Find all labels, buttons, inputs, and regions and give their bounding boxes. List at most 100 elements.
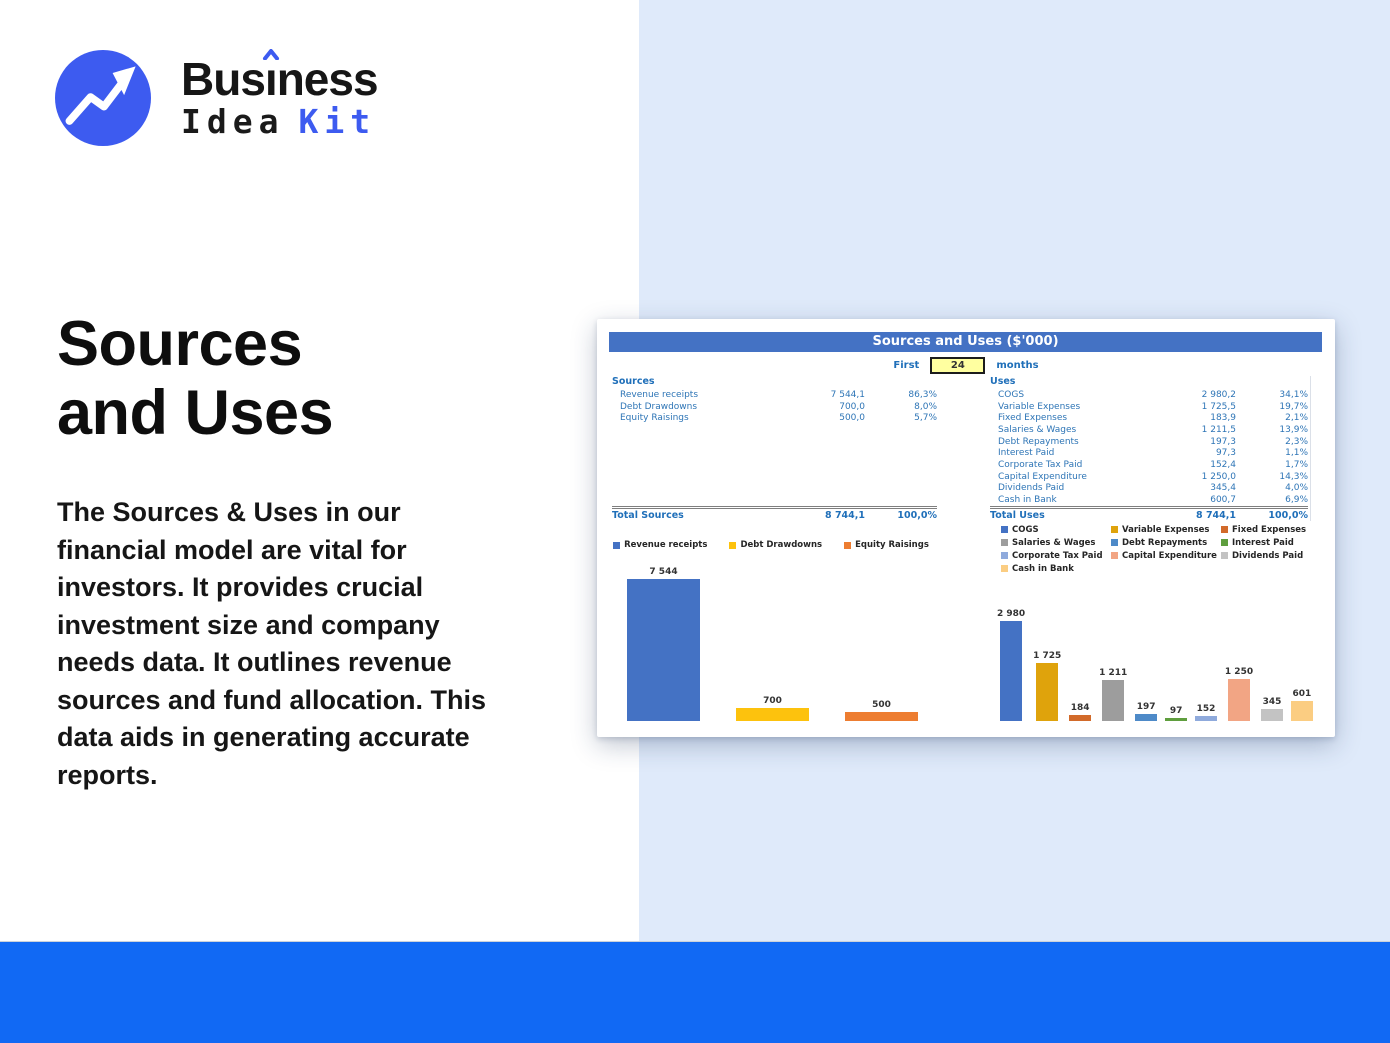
uses-heading: Uses: [990, 376, 1016, 387]
brand-name: Busı ness Idea Kit: [181, 48, 379, 141]
bar-slot: 1 725: [1033, 651, 1061, 721]
legend-label: Interest Paid: [1232, 537, 1294, 548]
bar: [1228, 679, 1250, 721]
cell-pct: 6,9%: [1285, 495, 1308, 506]
sources-table: Sources Revenue receipts 7 544,1 86,3% Debt…: [612, 376, 937, 521]
cell-pct: 4,0%: [1285, 483, 1308, 494]
total-amount: 8 744,1: [825, 509, 865, 521]
bar-value-label: 601: [1292, 689, 1312, 699]
cell-label: Debt Drawdowns: [620, 401, 698, 412]
cell-amount: 7 544,1: [830, 389, 865, 400]
sources-heading: Sources: [612, 376, 655, 387]
cell-pct: 2,1%: [1285, 413, 1308, 424]
total-amount: 8 744,1: [1196, 509, 1236, 521]
bar-value-label: 1 725: [1033, 651, 1062, 661]
legend-label: Debt Drawdowns: [740, 540, 823, 550]
bar: [1165, 718, 1188, 721]
brand-word-kit: Kit: [298, 101, 377, 141]
legend-swatch-icon: [1221, 552, 1228, 559]
table-row: Capital Expenditure 1 250,0 14,3%: [990, 471, 1308, 483]
bottom-accent-bar: [0, 941, 1390, 1043]
cell-pct: 1,1%: [1285, 448, 1308, 459]
cell-pct: 2,3%: [1285, 436, 1308, 447]
legend-item: Capital Expenditure: [1111, 549, 1221, 562]
legend-item: Salaries & Wages: [1001, 536, 1111, 549]
cell-pct: 8,0%: [914, 401, 937, 412]
cell-label: Revenue receipts: [620, 389, 699, 400]
legend-swatch-icon: [1221, 539, 1228, 546]
cell-amount: 700,0: [839, 401, 865, 412]
legend-item: Fixed Expenses: [1221, 523, 1325, 536]
total-uses-row: Total Uses 8 744,1 100,0%: [990, 506, 1308, 521]
spreadsheet-screenshot-card: Sources and Uses ($'000) First 24 months…: [597, 319, 1335, 737]
uses-chart-legend: COGS Variable Expenses Fixed Expenses Salar…: [1001, 523, 1325, 575]
bar-slot: 700: [736, 696, 809, 721]
bar-slot: 601: [1290, 689, 1313, 721]
bar-slot: 152: [1195, 704, 1217, 721]
cell-label: Cash in Bank: [998, 495, 1057, 506]
legend-label: Cash in Bank: [1012, 563, 1074, 574]
legend-swatch-icon: [1111, 552, 1118, 559]
table-row: Debt Drawdowns 700,0 8,0%: [612, 401, 937, 413]
logo: Busı ness Idea Kit: [55, 48, 379, 146]
legend-label: Salaries & Wages: [1012, 537, 1096, 548]
table-row: COGS 2 980,2 34,1%: [990, 389, 1308, 401]
sources-chart-plot: 7 544 700 500: [609, 553, 933, 721]
table-row: Fixed Expenses 183,9 2,1%: [990, 412, 1308, 424]
legend-item: Corporate Tax Paid: [1001, 549, 1111, 562]
total-pct: 100,0%: [897, 509, 937, 521]
sources-rows: Revenue receipts 7 544,1 86,3% Debt Drawdow…: [612, 389, 937, 506]
cell-pct: 13,9%: [1279, 424, 1308, 435]
legend-item: COGS: [1001, 523, 1111, 536]
legend-swatch-icon: [1001, 526, 1008, 533]
brand-line2: Idea Kit: [181, 101, 378, 141]
brand-word-idea: Idea: [181, 101, 285, 141]
cell-label: Interest Paid: [998, 448, 1055, 459]
bar: [1195, 716, 1217, 721]
bar-slot: 184: [1069, 703, 1092, 721]
legend-item: Debt Repayments: [1111, 536, 1221, 549]
bar: [1290, 701, 1313, 721]
bar-slot: 500: [845, 700, 918, 721]
cell-pct: 5,7%: [914, 413, 937, 424]
cell-label: Dividends Paid: [998, 483, 1065, 494]
cell-pct: 86,3%: [908, 389, 937, 400]
bar: [627, 579, 700, 721]
brand-line1: Busı ness: [181, 48, 379, 105]
legend-label: Corporate Tax Paid: [1012, 550, 1103, 561]
legend-swatch-icon: [729, 541, 737, 549]
bar: [736, 708, 809, 721]
legend-swatch-icon: [1221, 526, 1228, 533]
bar: [1069, 715, 1092, 721]
legend-item: Debt Drawdowns: [729, 539, 822, 552]
title-line1: Sources: [57, 309, 303, 379]
cell-label: Equity Raisings: [620, 413, 689, 424]
trending-up-chart-icon: [55, 50, 151, 146]
cell-amount: 197,3: [1210, 436, 1236, 447]
bar-slot: 1 250: [1225, 667, 1253, 721]
legend-label: Fixed Expenses: [1232, 524, 1307, 535]
bar-slot: 345: [1261, 697, 1283, 721]
legend-item: Equity Raisings: [844, 539, 929, 552]
cell-amount: 345,4: [1210, 483, 1236, 494]
cell-amount: 2 980,2: [1201, 389, 1236, 400]
legend-swatch-icon: [1001, 565, 1008, 572]
cell-label: Variable Expenses: [998, 401, 1081, 412]
table-row: Revenue receipts 7 544,1 86,3%: [612, 389, 937, 401]
bar-value-label: 7 544: [649, 567, 678, 577]
uses-table: Uses COGS 2 980,2 34,1% Variable Expenses 1 …: [990, 376, 1311, 521]
cell-label: Salaries & Wages: [998, 424, 1077, 435]
table-row: Salaries & Wages 1 211,5 13,9%: [990, 424, 1308, 436]
bar-value-label: 152: [1196, 704, 1216, 714]
legend-item: Interest Paid: [1221, 536, 1325, 549]
legend-item: Cash in Bank: [1001, 562, 1111, 575]
cell-amount: 600,7: [1210, 495, 1236, 506]
sources-uses-tables: Sources Revenue receipts 7 544,1 86,3% Debt…: [612, 376, 1311, 521]
uses-bar-chart: COGS Variable Expenses Fixed Expenses Salar…: [997, 523, 1325, 721]
cell-label: Corporate Tax Paid: [998, 459, 1083, 470]
cell-pct: 1,7%: [1285, 459, 1308, 470]
period-months-input[interactable]: 24: [930, 356, 986, 374]
dotless-i: ı: [264, 52, 278, 105]
cell-amount: 152,4: [1210, 459, 1236, 470]
